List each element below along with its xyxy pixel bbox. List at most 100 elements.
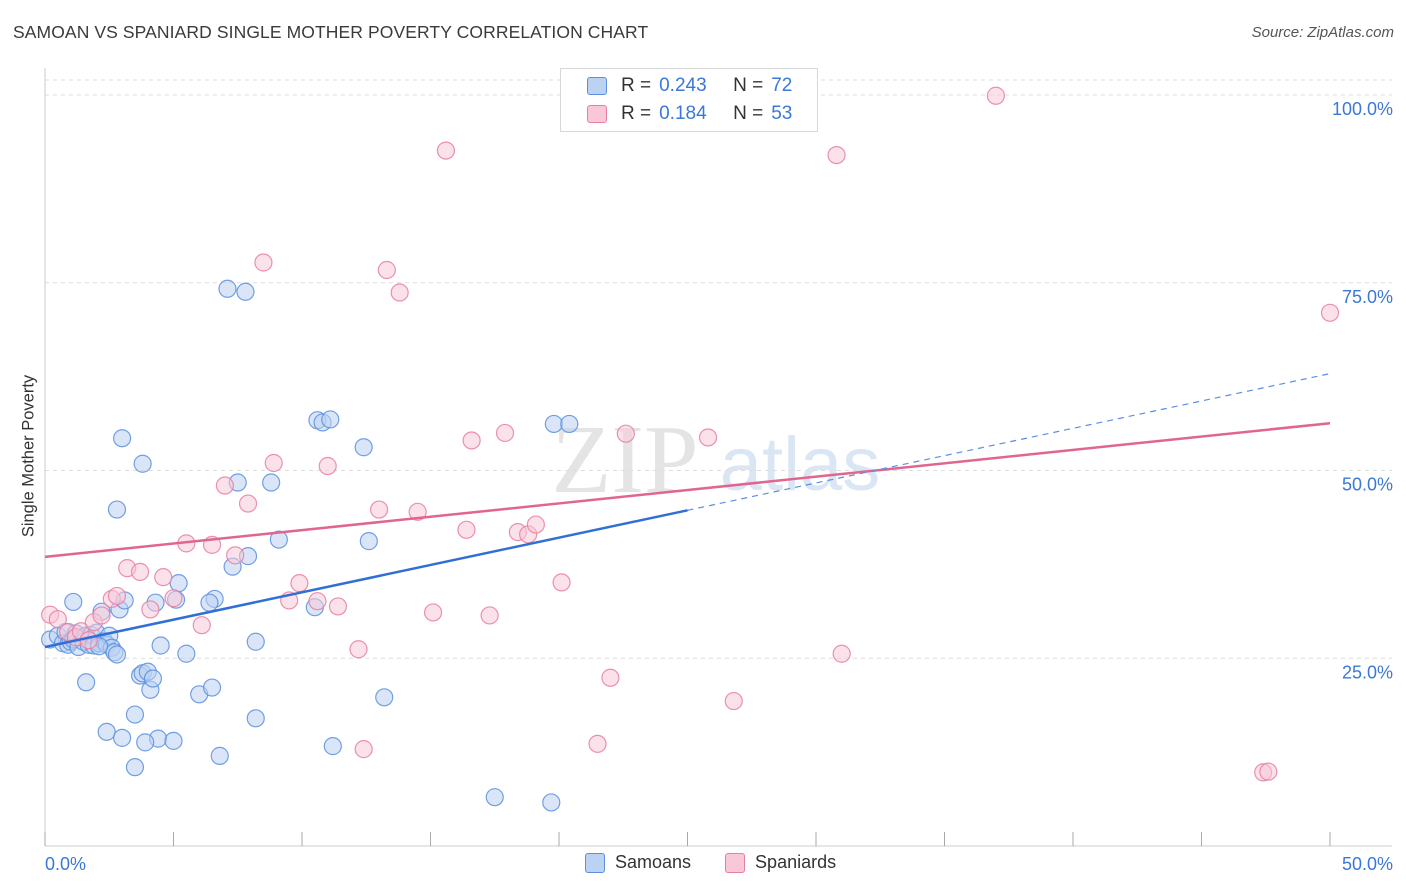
data-point [370, 500, 389, 519]
data-point [321, 410, 340, 429]
data-point [143, 669, 163, 688]
data-point [125, 758, 145, 777]
data-point [436, 141, 456, 160]
data-point [64, 592, 83, 612]
y-tick-label: 75.0% [1342, 287, 1393, 307]
data-point [133, 454, 152, 473]
data-point [107, 645, 127, 664]
data-point [97, 722, 116, 741]
legend-row-spaniards: R = 0.184 N = 53 [587, 101, 792, 127]
data-point [112, 429, 132, 448]
data-point [485, 788, 504, 807]
data-point [827, 145, 846, 165]
data-point [136, 733, 155, 752]
data-point [616, 424, 635, 443]
data-point [254, 253, 273, 272]
data-point [408, 502, 427, 521]
legend-r-value: 0.243 [659, 75, 707, 96]
data-point [349, 640, 368, 659]
data-point [698, 428, 718, 447]
data-point [154, 568, 173, 587]
y-tick-label: 50.0% [1342, 475, 1393, 495]
bottom-legend-spaniards[interactable]: Spaniards [725, 852, 836, 873]
data-point [192, 616, 211, 635]
legend: R = 0.243 N = 72 R = 0.184 N = 53 [560, 68, 818, 132]
series-samoans [41, 279, 579, 812]
data-point [552, 573, 571, 592]
y-tick-label: 100.0% [1332, 99, 1393, 119]
data-point [92, 606, 111, 625]
data-point [359, 532, 378, 551]
data-point [210, 746, 229, 765]
data-point [328, 597, 348, 616]
data-point [480, 606, 499, 625]
data-point [323, 737, 342, 756]
data-point [1259, 762, 1278, 781]
data-point [236, 282, 255, 301]
data-point [177, 644, 196, 663]
trend-line-spaniards [44, 421, 1331, 559]
data-point [77, 673, 96, 692]
source-link[interactable]: ZipAtlas.com [1307, 24, 1394, 41]
data-point [1320, 303, 1340, 322]
data-point [390, 283, 409, 302]
data-point [238, 494, 258, 513]
data-point [169, 574, 188, 593]
data-point [457, 520, 476, 539]
data-point [986, 86, 1006, 105]
data-point [107, 586, 127, 606]
data-point [560, 414, 579, 434]
data-point [164, 589, 183, 608]
legend-n-label: N = [733, 75, 764, 96]
data-point [112, 728, 132, 747]
data-point [544, 414, 563, 434]
spaniards-label: Spaniards [755, 852, 837, 872]
data-point [462, 431, 481, 450]
data-point [526, 515, 545, 534]
data-point [202, 678, 222, 697]
x-tick-label-min: 0.0% [45, 854, 86, 874]
legend-n-label: N = [733, 103, 764, 124]
data-point [164, 731, 183, 750]
legend-r-label: R = [621, 75, 652, 96]
legend-r-value: 0.184 [659, 103, 707, 124]
tick-labels: 100.0% 75.0% 50.0% 25.0% 0.0% 50.0% [45, 99, 1393, 874]
data-point [308, 592, 327, 611]
data-point [246, 709, 265, 728]
data-point [318, 456, 337, 476]
data-point [262, 473, 281, 492]
source-attribution: Source: ZipAtlas.com [1252, 24, 1394, 41]
legend-n-value: 72 [771, 75, 793, 96]
legend-swatch-samoans [587, 77, 607, 95]
axes [44, 68, 1392, 847]
data-point [375, 688, 394, 707]
data-point [377, 260, 396, 280]
source-label: Source: [1251, 24, 1304, 41]
legend-r-label: R = [621, 103, 652, 124]
bottom-legend-samoans[interactable]: Samoans [585, 852, 691, 873]
spaniards-swatch [725, 852, 746, 873]
bottom-legend: Samoans Spaniards [585, 852, 870, 873]
data-point [588, 734, 607, 753]
x-tick-label-max: 50.0% [1342, 854, 1393, 874]
data-point [264, 453, 283, 473]
legend-swatch-spaniards [587, 105, 607, 123]
gridlines [45, 79, 1392, 659]
data-point [269, 530, 288, 549]
data-point [151, 636, 170, 655]
data-point [130, 562, 150, 581]
samoans-label: Samoans [615, 852, 692, 872]
data-point [832, 644, 851, 663]
data-point [141, 600, 160, 619]
legend-n-value: 53 [771, 103, 793, 124]
data-point [48, 610, 67, 629]
data-point [226, 546, 245, 565]
watermark-atlas: atlas [720, 422, 881, 507]
legend-row-samoans: R = 0.243 N = 72 [587, 73, 792, 99]
data-point [200, 593, 219, 612]
data-point [125, 705, 145, 724]
data-point [423, 603, 443, 622]
data-point [601, 668, 620, 687]
data-point [218, 279, 237, 298]
